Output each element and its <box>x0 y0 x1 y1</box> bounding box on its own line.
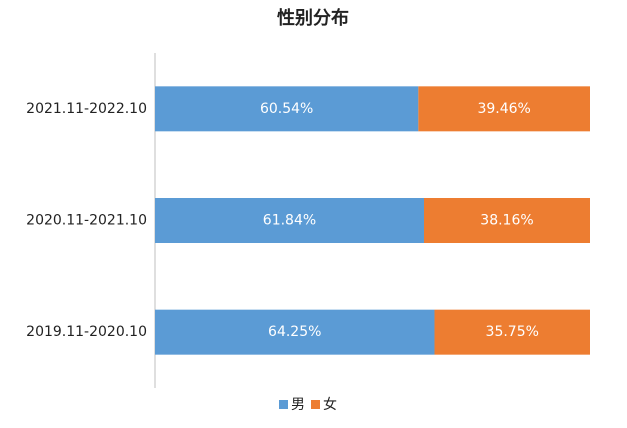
data-label: 35.75% <box>486 324 539 340</box>
data-label: 64.25% <box>268 324 321 340</box>
bar-segment <box>155 309 435 355</box>
legend-swatch <box>279 400 288 409</box>
y-tick-label: 2019.11-2020.10 <box>26 324 147 340</box>
y-tick-label: 2021.11-2022.10 <box>26 101 147 117</box>
bar-segment <box>424 198 590 243</box>
bar-segment <box>155 86 419 132</box>
legend-label: 女 <box>323 396 337 413</box>
y-tick-label: 2020.11-2021.10 <box>26 213 147 229</box>
bar-segment <box>155 198 425 243</box>
data-label: 60.54% <box>260 101 313 117</box>
data-label: 39.46% <box>477 101 530 117</box>
legend-label: 男 <box>291 397 305 413</box>
chart-title: 性别分布 <box>277 7 349 29</box>
bar-segment <box>418 86 590 132</box>
data-label: 38.16% <box>480 213 533 229</box>
legend-swatch <box>311 400 320 409</box>
data-label: 61.84% <box>263 213 316 229</box>
bar-segment <box>434 309 590 355</box>
